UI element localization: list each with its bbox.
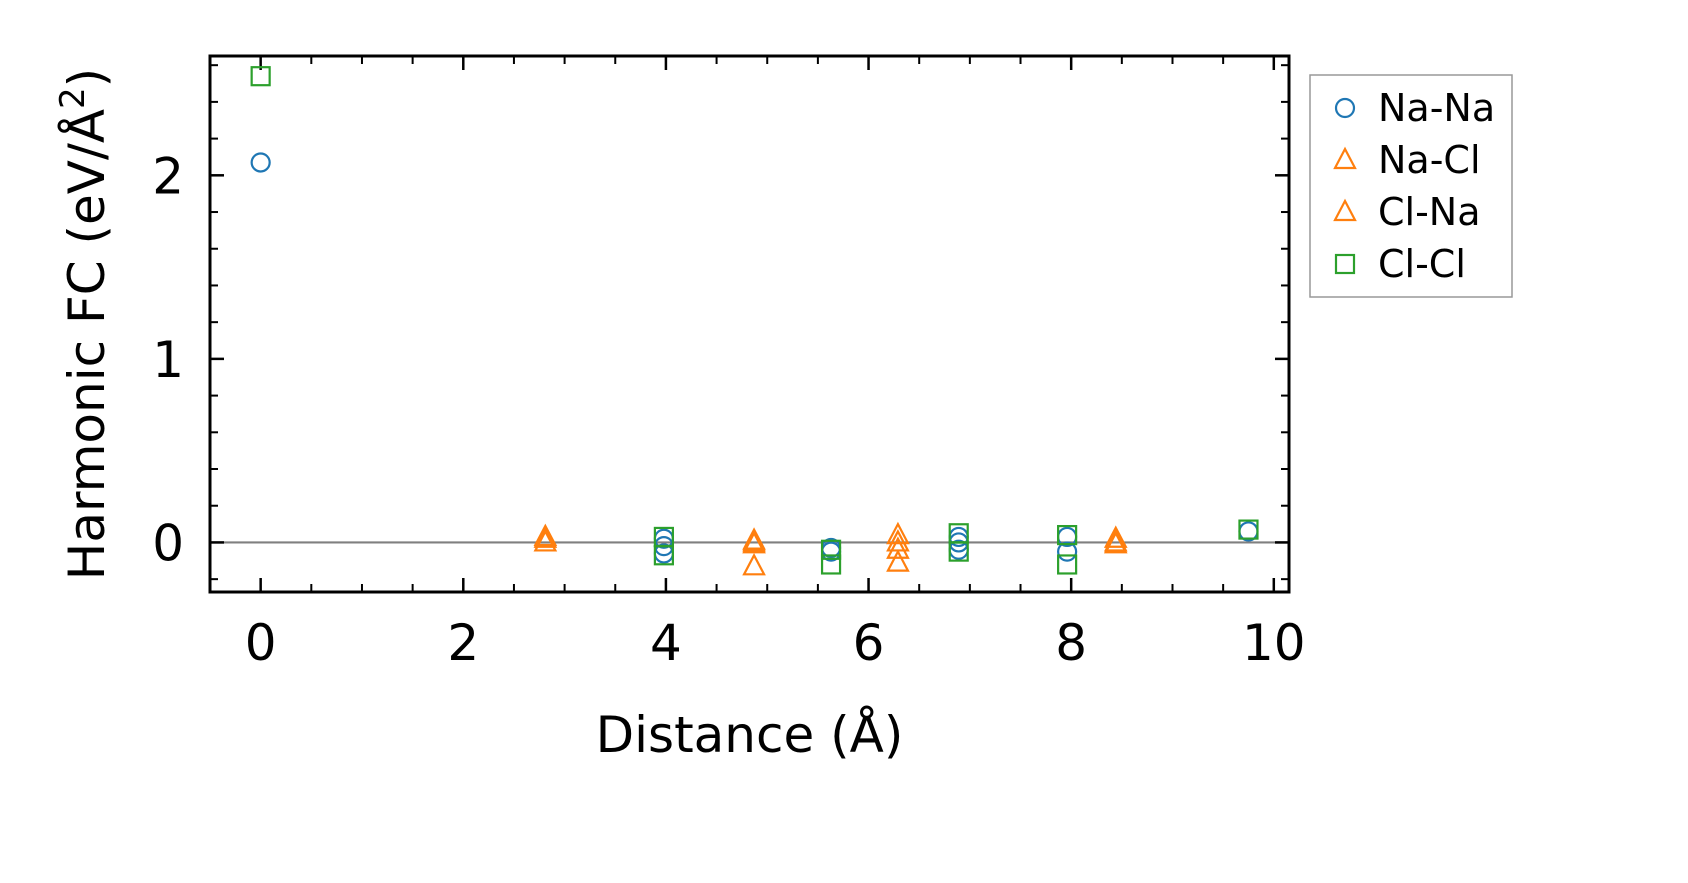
x-tick-label: 0 xyxy=(245,614,277,672)
data-point-cl-cl xyxy=(653,545,674,566)
data-point-na-na xyxy=(250,152,271,173)
x-tick-label: 8 xyxy=(1055,614,1087,672)
legend-item-na-na: Na-Na xyxy=(1334,86,1495,130)
legend-label: Na-Cl xyxy=(1378,138,1481,182)
x-tick-label: 10 xyxy=(1242,614,1306,672)
data-point-na-na xyxy=(1057,541,1078,562)
x-tick-label: 4 xyxy=(650,614,682,672)
data-point-cl-cl xyxy=(820,554,842,575)
series-na-cl xyxy=(533,521,1128,576)
legend-label: Cl-Na xyxy=(1378,190,1481,234)
series-na-na xyxy=(250,152,1259,564)
data-points xyxy=(250,66,1259,576)
data-point-cl-na xyxy=(1103,529,1128,552)
y-tick-label: 1 xyxy=(152,331,184,389)
data-point-cl-cl xyxy=(1057,524,1078,546)
series-cl-cl xyxy=(250,66,1259,575)
data-point-na-cl xyxy=(533,529,558,552)
y-axis-label-close: ) xyxy=(58,68,116,88)
data-point-cl-cl xyxy=(1057,554,1078,575)
y-axis-label: Harmonic FC (eV/Å2) xyxy=(53,68,116,580)
data-point-cl-cl xyxy=(820,539,842,560)
series-cl-na xyxy=(533,525,1128,552)
data-point-cl-na xyxy=(742,529,766,552)
legend: Na-Na Na-Cl Cl-Na Cl-Cl xyxy=(1309,74,1513,298)
legend-label: Cl-Cl xyxy=(1378,242,1466,286)
data-point-na-cl xyxy=(886,521,910,545)
y-tick-label: 0 xyxy=(152,514,184,572)
axis-ticks: 0 2 4 6 8 10 0 1 2 xyxy=(152,56,1306,672)
data-point-cl-na xyxy=(886,529,910,552)
data-point-na-cl xyxy=(1103,525,1128,548)
legend-item-cl-na: Cl-Na xyxy=(1333,190,1481,234)
legend-label: Na-Na xyxy=(1378,86,1495,130)
legend-marker-cl-cl xyxy=(1334,253,1356,275)
legend-item-na-cl: Na-Cl xyxy=(1333,138,1481,182)
legend-item-cl-cl: Cl-Cl xyxy=(1334,242,1466,286)
legend-box xyxy=(1309,74,1513,298)
legend-marker-na-na xyxy=(1334,97,1356,119)
data-point-na-cl xyxy=(742,552,766,576)
data-point-na-cl xyxy=(886,536,910,559)
y-axis-label-main: Harmonic FC (eV/Å xyxy=(58,109,116,580)
data-point-cl-cl xyxy=(250,66,271,87)
x-axis-label: Distance (Å) xyxy=(596,706,904,764)
data-point-cl-cl xyxy=(948,541,969,562)
y-tick-label: 2 xyxy=(152,147,184,205)
data-point-cl-cl xyxy=(1238,519,1259,540)
legend-marker-cl-na xyxy=(1333,198,1357,222)
y-axis-label-superscript: 2 xyxy=(53,87,93,109)
x-tick-label: 2 xyxy=(447,614,479,672)
legend-marker-na-cl xyxy=(1333,146,1357,170)
plot-frame xyxy=(208,54,1291,594)
data-point-na-cl xyxy=(886,549,910,572)
data-point-cl-na xyxy=(533,525,558,548)
x-tick-label: 6 xyxy=(853,614,885,672)
